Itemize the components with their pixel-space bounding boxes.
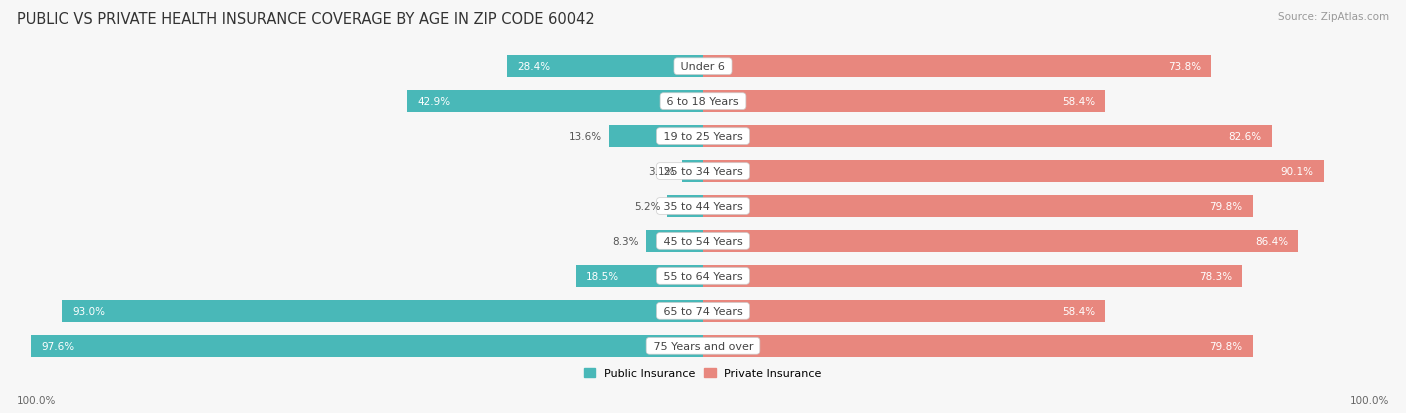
FancyBboxPatch shape	[0, 37, 1406, 237]
Text: 65 to 74 Years: 65 to 74 Years	[659, 306, 747, 316]
FancyBboxPatch shape	[703, 56, 1212, 78]
FancyBboxPatch shape	[703, 300, 1105, 322]
FancyBboxPatch shape	[0, 0, 1406, 167]
Text: 58.4%: 58.4%	[1062, 306, 1095, 316]
Text: 90.1%: 90.1%	[1281, 166, 1313, 177]
FancyBboxPatch shape	[703, 126, 1272, 147]
FancyBboxPatch shape	[0, 107, 1406, 306]
Text: 97.6%: 97.6%	[41, 341, 75, 351]
FancyBboxPatch shape	[703, 335, 1253, 357]
Text: 78.3%: 78.3%	[1199, 271, 1232, 281]
FancyBboxPatch shape	[609, 126, 703, 147]
Text: 6 to 18 Years: 6 to 18 Years	[664, 97, 742, 107]
Text: 93.0%: 93.0%	[73, 306, 105, 316]
Text: 42.9%: 42.9%	[418, 97, 451, 107]
FancyBboxPatch shape	[508, 56, 703, 78]
Text: 73.8%: 73.8%	[1168, 62, 1201, 72]
FancyBboxPatch shape	[703, 230, 1298, 252]
Text: 5.2%: 5.2%	[634, 202, 661, 211]
FancyBboxPatch shape	[0, 176, 1406, 376]
Legend: Public Insurance, Private Insurance: Public Insurance, Private Insurance	[579, 364, 827, 383]
FancyBboxPatch shape	[703, 161, 1323, 183]
FancyBboxPatch shape	[0, 72, 1406, 271]
Text: 86.4%: 86.4%	[1254, 236, 1288, 247]
FancyBboxPatch shape	[668, 196, 703, 217]
FancyBboxPatch shape	[408, 91, 703, 113]
FancyBboxPatch shape	[682, 161, 703, 183]
FancyBboxPatch shape	[31, 335, 703, 357]
FancyBboxPatch shape	[703, 266, 1243, 287]
FancyBboxPatch shape	[0, 2, 1406, 202]
Text: 45 to 54 Years: 45 to 54 Years	[659, 236, 747, 247]
Text: 13.6%: 13.6%	[569, 132, 602, 142]
FancyBboxPatch shape	[62, 300, 703, 322]
Text: Source: ZipAtlas.com: Source: ZipAtlas.com	[1278, 12, 1389, 22]
FancyBboxPatch shape	[0, 246, 1406, 413]
Text: 82.6%: 82.6%	[1229, 132, 1261, 142]
Text: 35 to 44 Years: 35 to 44 Years	[659, 202, 747, 211]
FancyBboxPatch shape	[575, 266, 703, 287]
FancyBboxPatch shape	[645, 230, 703, 252]
Text: 19 to 25 Years: 19 to 25 Years	[659, 132, 747, 142]
FancyBboxPatch shape	[0, 211, 1406, 411]
Text: 55 to 64 Years: 55 to 64 Years	[659, 271, 747, 281]
Text: 3.1%: 3.1%	[648, 166, 675, 177]
Text: 100.0%: 100.0%	[1350, 395, 1389, 405]
Text: 79.8%: 79.8%	[1209, 202, 1243, 211]
Text: 58.4%: 58.4%	[1062, 97, 1095, 107]
Text: 8.3%: 8.3%	[613, 236, 638, 247]
Text: PUBLIC VS PRIVATE HEALTH INSURANCE COVERAGE BY AGE IN ZIP CODE 60042: PUBLIC VS PRIVATE HEALTH INSURANCE COVER…	[17, 12, 595, 27]
FancyBboxPatch shape	[703, 91, 1105, 113]
FancyBboxPatch shape	[0, 142, 1406, 341]
Text: 79.8%: 79.8%	[1209, 341, 1243, 351]
Text: Under 6: Under 6	[678, 62, 728, 72]
Text: 18.5%: 18.5%	[586, 271, 619, 281]
Text: 25 to 34 Years: 25 to 34 Years	[659, 166, 747, 177]
Text: 100.0%: 100.0%	[17, 395, 56, 405]
FancyBboxPatch shape	[703, 196, 1253, 217]
Text: 75 Years and over: 75 Years and over	[650, 341, 756, 351]
Text: 28.4%: 28.4%	[517, 62, 551, 72]
